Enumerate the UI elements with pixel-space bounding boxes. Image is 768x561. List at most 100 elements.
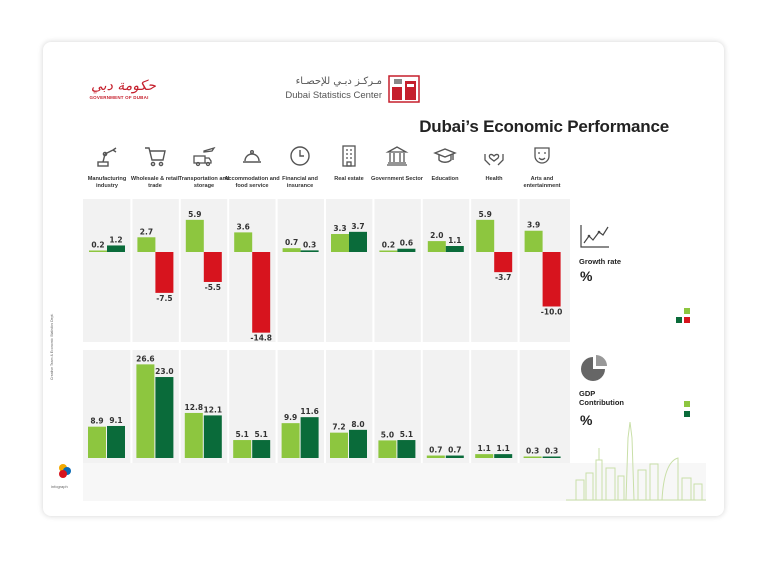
gdp-data-label: 9.1 xyxy=(109,416,122,425)
growth-data-label: -10.0 xyxy=(541,308,563,317)
sector-label: Transportation and storage xyxy=(178,176,230,189)
growth-data-label: 3.6 xyxy=(237,222,250,231)
line-chart-icon xyxy=(580,225,609,248)
growth-bar xyxy=(331,234,349,252)
gdp-data-label: 12.1 xyxy=(204,405,223,414)
gdp-data-label: 8.0 xyxy=(351,420,364,429)
sector-header: Accommodation and food service xyxy=(224,142,280,192)
gdp-data-label: 0.7 xyxy=(429,446,442,455)
gdp-data-label: 1.1 xyxy=(497,444,510,453)
growth-bar xyxy=(107,245,125,252)
sector-label: Arts and entertainment xyxy=(523,176,561,189)
growth-data-label: 3.9 xyxy=(527,221,540,230)
theater-mask-icon xyxy=(534,147,550,164)
dsc-english-name: Dubai Statistics Center xyxy=(285,90,382,101)
gdp-data-label: 8.9 xyxy=(90,417,103,426)
growth-bar xyxy=(397,248,416,252)
gdp-data-label: 5.0 xyxy=(381,430,394,439)
gdp-contribution-unit: % xyxy=(580,412,593,428)
gdp-bar xyxy=(136,364,155,458)
pie-chart-icon xyxy=(581,355,607,381)
sector-header: Financial and insurance xyxy=(276,142,324,192)
gdp-data-label: 5.1 xyxy=(400,430,413,439)
growth-data-label: 1.2 xyxy=(109,235,122,244)
gov-logo-calligraphy: حكومة دبي xyxy=(91,78,156,94)
gdp-bar xyxy=(233,440,252,458)
growth-data-label: 3.7 xyxy=(351,222,364,231)
gdp-bar xyxy=(107,425,125,458)
growth-bar xyxy=(185,219,204,252)
gdp-bar xyxy=(300,417,319,458)
gdp-bar xyxy=(475,454,494,458)
growth-data-label: 1.1 xyxy=(448,236,461,245)
building-icon xyxy=(342,145,356,167)
growth-bar xyxy=(203,252,222,282)
sector-header: Manufacturing industry xyxy=(83,142,131,192)
infograph-logo-icon xyxy=(59,464,71,478)
growth-data-label: 0.2 xyxy=(382,241,395,250)
gdp-data-label: 0.3 xyxy=(545,447,558,456)
gdp-data-label: 26.6 xyxy=(136,354,155,363)
growth-bar xyxy=(137,237,156,252)
dsc-arabic-name: مـركـز دبـي للإحصـاء xyxy=(295,76,382,87)
growth-rate-unit: % xyxy=(580,268,593,284)
sector-label: Financial and insurance xyxy=(282,176,318,189)
sector-label: Real estate xyxy=(334,176,364,182)
sector-label: Wholesale & retail trade xyxy=(130,176,180,189)
shopping-cart-icon xyxy=(145,147,166,167)
gdp-data-label: 0.7 xyxy=(448,446,461,455)
sector-header: Wholesale & retail trade xyxy=(131,142,179,192)
dubai-skyline-illustration xyxy=(566,421,706,501)
growth-bar xyxy=(524,230,543,252)
gdp-bar xyxy=(349,429,367,458)
sector-label: Accommodation and food service xyxy=(224,176,280,189)
dsc-mark-icon xyxy=(388,75,420,103)
sector-header: Education xyxy=(421,142,469,192)
sector-label: Government Sector xyxy=(371,176,423,182)
growth-bar xyxy=(234,232,253,252)
growth-bar xyxy=(252,252,271,333)
gdp-bar xyxy=(184,412,203,458)
sector-header: Arts and entertainment xyxy=(518,142,566,192)
growth-data-label: 0.2 xyxy=(91,241,104,250)
growth-data-label: 0.3 xyxy=(303,240,316,249)
dubai-statistics-center-logo: مـركـز دبـي للإحصـاء Dubai Statistics Ce… xyxy=(270,75,420,103)
growth-data-label: 2.7 xyxy=(140,227,153,236)
heart-hands-icon xyxy=(484,153,504,166)
growth-data-label: -7.5 xyxy=(156,294,172,303)
truck-plane-icon xyxy=(193,146,216,167)
growth-rate-label: Growth rate xyxy=(579,257,622,266)
gdp-data-label: 12.8 xyxy=(185,403,204,412)
source-note: Creative Team & Economic Statistics Dept… xyxy=(50,313,54,380)
page-title: Dubai’s Economic Performance xyxy=(419,117,669,136)
sector-label: Education xyxy=(431,176,459,182)
graduation-cap-icon xyxy=(433,148,457,163)
growth-bar xyxy=(300,250,319,252)
gdp-data-label: 7.2 xyxy=(332,423,345,432)
growth-bar xyxy=(476,219,495,252)
gdp-data-label: 0.3 xyxy=(526,447,539,456)
legend-swatch-light-green xyxy=(684,308,690,314)
growth-data-label: 0.7 xyxy=(285,238,298,247)
government-building-icon xyxy=(385,146,409,166)
growth-data-label: 3.3 xyxy=(333,224,346,233)
government-of-dubai-logo: حكومة دبي GOVERNMENT OF DUBAI xyxy=(85,78,156,104)
growth-bar xyxy=(89,250,107,252)
gdp-data-label: 9.9 xyxy=(284,413,297,422)
growth-bar xyxy=(427,241,446,252)
gdp-bar xyxy=(542,456,561,458)
growth-data-label: 2.0 xyxy=(430,231,443,240)
sector-label: Manufacturing industry xyxy=(87,176,127,189)
cloche-icon xyxy=(243,149,261,163)
gdp-bar xyxy=(426,455,445,458)
gdp-data-label: 5.1 xyxy=(236,430,249,439)
gdp-contribution-label: GDP Contribution xyxy=(579,389,624,407)
sector-label: Health xyxy=(485,176,503,182)
legend-swatch-red xyxy=(684,317,690,323)
growth-bar xyxy=(282,248,301,252)
growth-data-label: -3.7 xyxy=(495,273,511,282)
sector-header: Health xyxy=(470,142,518,192)
gdp-bar xyxy=(494,454,513,458)
sector-header: Real estate xyxy=(325,142,373,192)
